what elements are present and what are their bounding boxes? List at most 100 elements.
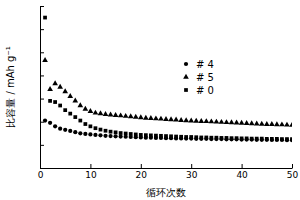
y-tick-mark xyxy=(40,52,44,53)
point xyxy=(128,113,134,118)
y-tick-mark xyxy=(40,29,44,30)
point xyxy=(188,118,194,123)
point xyxy=(93,133,97,137)
y-tick xyxy=(40,145,44,146)
point xyxy=(164,134,168,138)
point xyxy=(214,119,220,124)
point xyxy=(109,130,113,134)
point xyxy=(48,99,52,103)
point xyxy=(94,126,98,130)
point xyxy=(285,138,289,142)
point xyxy=(189,135,193,139)
point xyxy=(113,134,117,138)
point xyxy=(255,138,259,142)
point xyxy=(203,118,209,123)
point xyxy=(68,129,72,133)
point xyxy=(174,135,178,139)
x-tick-mark xyxy=(141,164,142,168)
point xyxy=(209,118,215,123)
point xyxy=(245,137,249,141)
point xyxy=(139,133,143,137)
point xyxy=(72,98,78,103)
point xyxy=(143,115,149,120)
y-tick-mark xyxy=(40,75,44,76)
legend-symbol xyxy=(183,74,189,79)
series xyxy=(43,16,292,141)
point xyxy=(290,137,292,141)
point xyxy=(43,118,47,122)
plot: 01020304050# 4# 5# 0 xyxy=(38,7,299,181)
y-tick xyxy=(40,75,44,76)
point xyxy=(73,115,77,119)
point xyxy=(88,132,92,136)
point xyxy=(98,110,104,115)
point xyxy=(229,119,235,124)
point xyxy=(265,137,269,141)
x-tick-label: 20 xyxy=(136,170,148,180)
point xyxy=(225,136,229,140)
point xyxy=(43,16,47,20)
point xyxy=(119,134,123,138)
x-axis: 01020304050 xyxy=(38,164,299,180)
chart: 01020304050# 4# 5# 0循环次数比容量 / mAh g⁻¹ xyxy=(0,0,300,200)
x-tick-mark xyxy=(191,164,192,168)
point xyxy=(53,124,57,128)
series xyxy=(43,118,292,142)
point xyxy=(230,136,234,140)
series xyxy=(42,57,292,127)
point xyxy=(99,128,103,132)
y-tick-mark xyxy=(40,168,44,169)
x-tick-label: 50 xyxy=(287,170,299,180)
x-tick-label: 10 xyxy=(85,170,97,180)
point xyxy=(199,136,203,140)
point xyxy=(104,129,108,133)
point xyxy=(173,117,179,122)
point xyxy=(229,137,233,141)
point xyxy=(259,121,265,126)
point xyxy=(209,136,213,140)
point xyxy=(58,104,62,108)
x-tick-mark xyxy=(90,164,91,168)
point xyxy=(280,138,284,142)
point xyxy=(89,124,93,128)
point xyxy=(53,100,57,104)
point xyxy=(68,112,72,116)
point xyxy=(290,138,292,142)
point xyxy=(114,130,118,134)
point xyxy=(239,137,243,141)
legend: # 4# 5# 0 xyxy=(183,59,214,96)
y-tick-mark xyxy=(40,6,44,7)
y-axis xyxy=(40,7,44,169)
point xyxy=(284,122,290,127)
point xyxy=(58,127,62,131)
point xyxy=(113,112,119,117)
point xyxy=(98,133,102,137)
point xyxy=(215,136,219,140)
point xyxy=(280,137,284,141)
point xyxy=(240,137,244,141)
x-tick: 30 xyxy=(186,164,198,180)
point xyxy=(235,136,239,140)
point xyxy=(260,137,264,141)
point xyxy=(275,138,279,142)
point xyxy=(73,130,77,134)
y-tick xyxy=(40,168,44,169)
point xyxy=(289,122,292,127)
point xyxy=(239,120,245,125)
y-tick xyxy=(40,52,44,53)
point xyxy=(265,138,269,142)
point xyxy=(255,137,259,141)
point xyxy=(129,132,133,136)
y-tick xyxy=(40,6,44,7)
point xyxy=(134,133,138,137)
x-axis-title: 循环次数 xyxy=(146,187,186,198)
point xyxy=(249,120,255,125)
point xyxy=(148,115,154,120)
legend-label: # 0 xyxy=(196,85,214,96)
point xyxy=(123,113,129,118)
y-tick xyxy=(40,99,44,100)
point xyxy=(220,136,224,140)
point xyxy=(264,121,270,126)
point xyxy=(118,112,124,117)
point xyxy=(62,88,68,93)
